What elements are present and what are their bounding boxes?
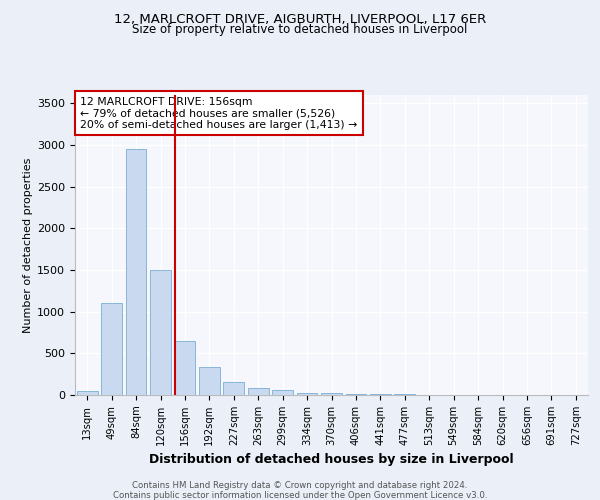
Text: Contains public sector information licensed under the Open Government Licence v3: Contains public sector information licen…	[113, 491, 487, 500]
X-axis label: Distribution of detached houses by size in Liverpool: Distribution of detached houses by size …	[149, 454, 514, 466]
Text: 12 MARLCROFT DRIVE: 156sqm
← 79% of detached houses are smaller (5,526)
20% of s: 12 MARLCROFT DRIVE: 156sqm ← 79% of deta…	[80, 96, 358, 130]
Bar	[272, 390, 293, 395]
Bar	[125, 149, 146, 395]
Bar	[199, 366, 220, 395]
Text: Contains HM Land Registry data © Crown copyright and database right 2024.: Contains HM Land Registry data © Crown c…	[132, 481, 468, 490]
Bar	[346, 394, 367, 395]
Text: Size of property relative to detached houses in Liverpool: Size of property relative to detached ho…	[133, 24, 467, 36]
Bar	[248, 388, 269, 395]
Bar	[296, 392, 317, 395]
Bar	[223, 382, 244, 395]
Bar	[321, 394, 342, 395]
Bar	[175, 341, 196, 395]
Bar	[150, 270, 171, 395]
Text: 12, MARLCROFT DRIVE, AIGBURTH, LIVERPOOL, L17 6ER: 12, MARLCROFT DRIVE, AIGBURTH, LIVERPOOL…	[114, 12, 486, 26]
Y-axis label: Number of detached properties: Number of detached properties	[23, 158, 33, 332]
Bar	[370, 394, 391, 395]
Bar	[101, 304, 122, 395]
Bar	[77, 391, 98, 395]
Bar	[394, 394, 415, 395]
